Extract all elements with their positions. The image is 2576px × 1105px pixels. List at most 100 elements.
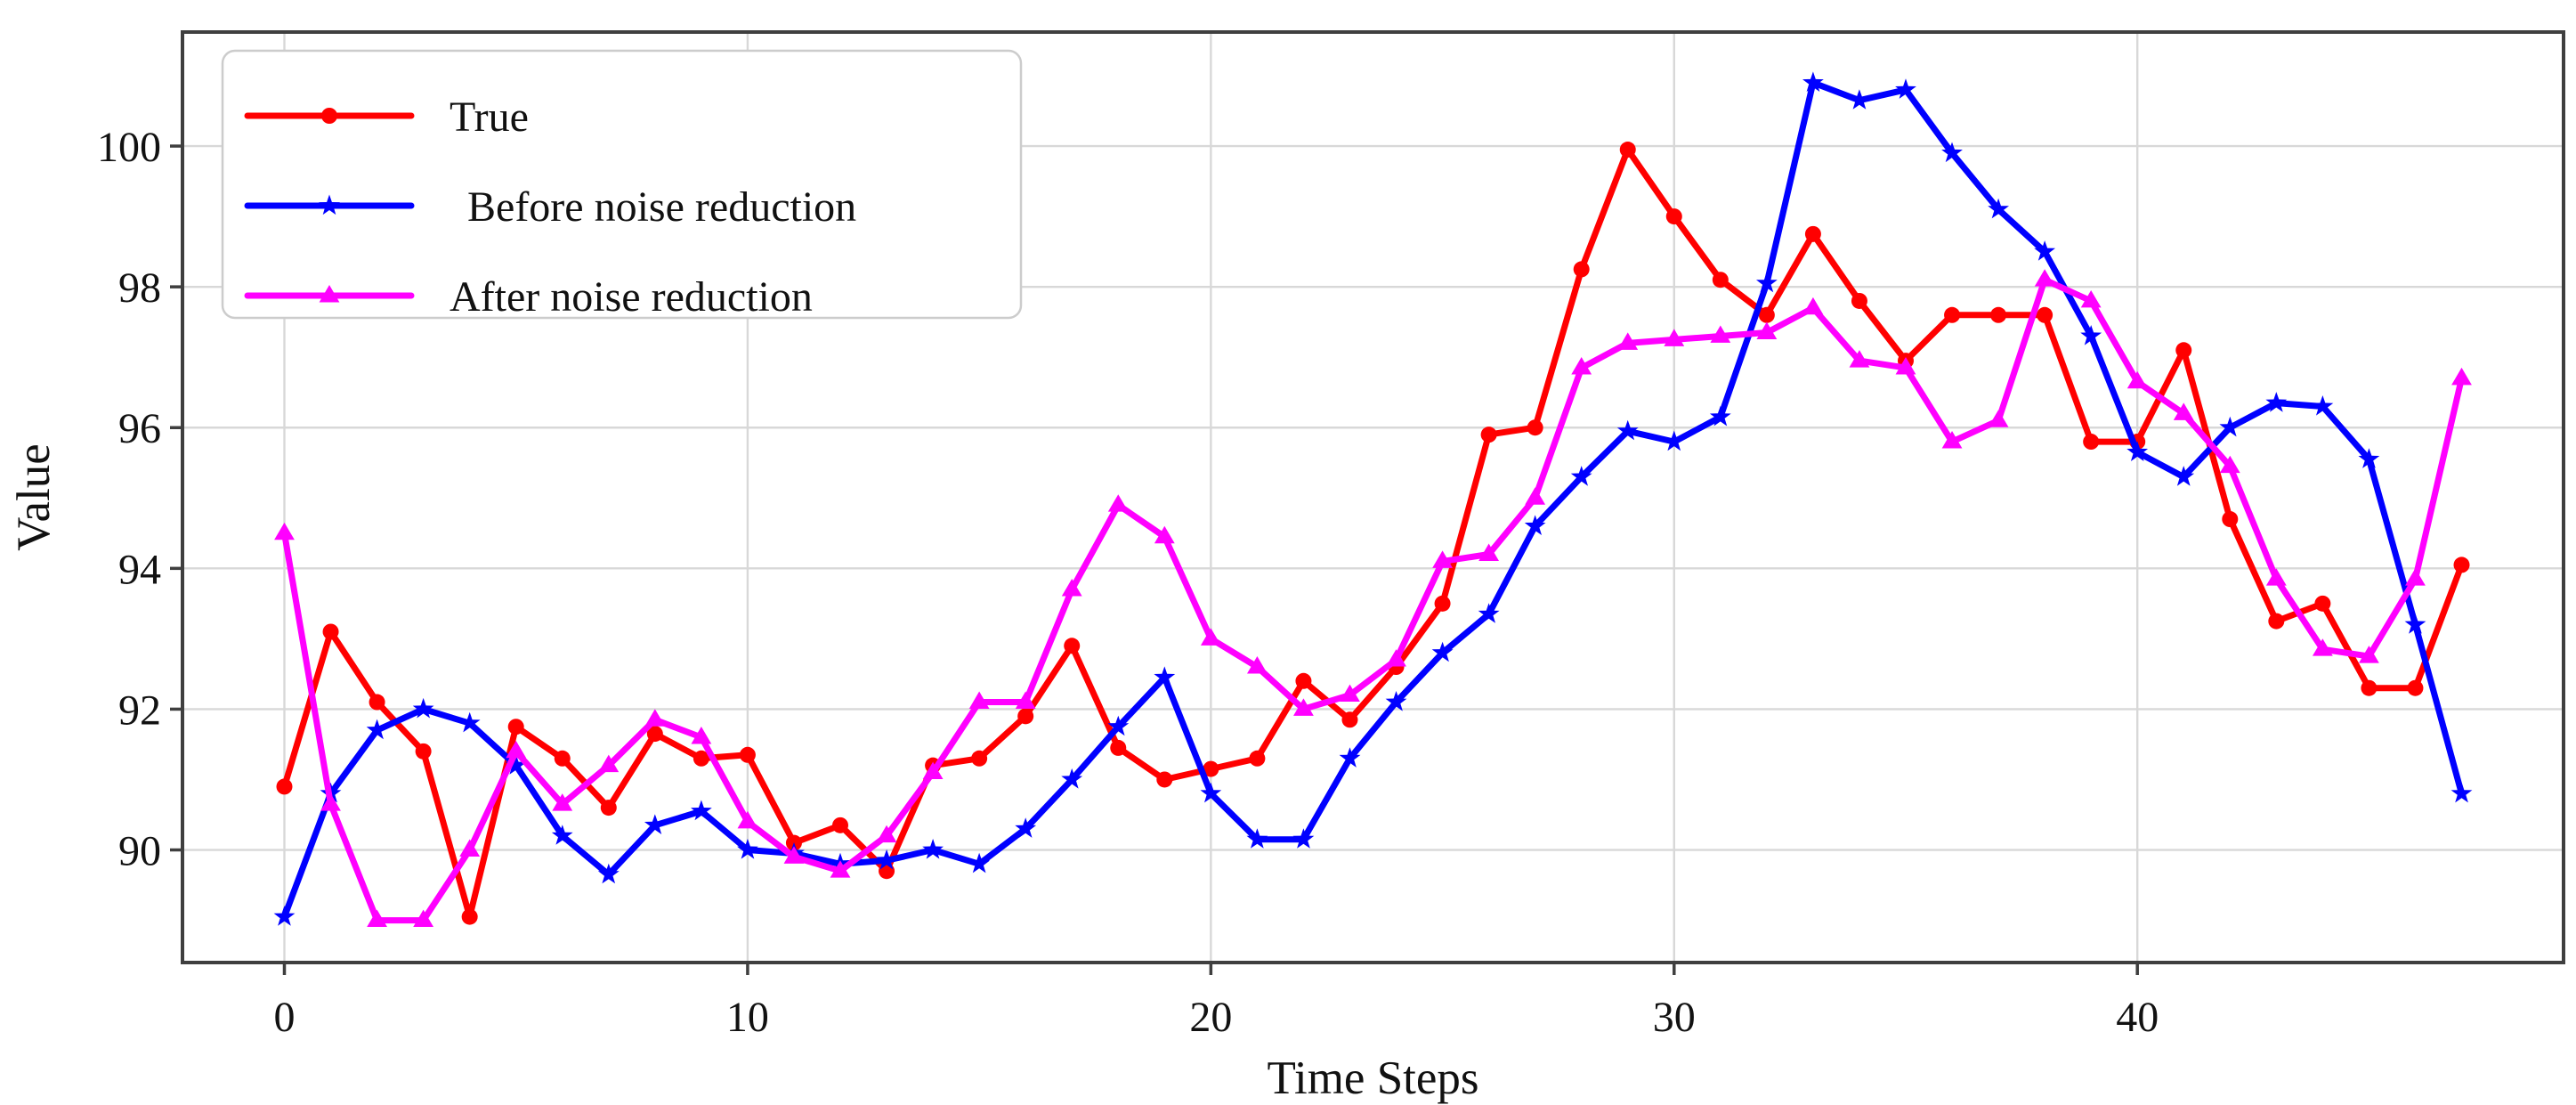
marker-triangle [2080,289,2102,308]
marker-star [1431,641,1454,662]
marker-triangle [691,727,712,744]
y-axis-label: Value [8,443,60,551]
marker-circle [739,746,756,763]
marker-triangle [1154,525,1175,544]
legend-entry-before-noise-reduction [244,194,415,215]
marker-circle [2361,679,2378,696]
marker-triangle [2126,370,2148,389]
marker-star [1570,466,1592,486]
marker-circle [276,778,293,795]
legend-label: True [450,93,529,141]
marker-star [1802,71,1824,92]
marker-triangle [1895,357,1916,375]
marker-triangle [413,909,434,928]
marker-circle [1480,427,1497,443]
marker-triangle [1617,332,1639,350]
marker-star [1756,272,1778,293]
marker-triangle [459,839,481,857]
x-tick-label: 40 [2116,994,2159,1041]
marker-star [1988,198,2009,219]
marker-triangle [1246,656,1268,674]
marker-circle [321,108,337,124]
marker-star [2312,395,2334,416]
marker-circle [2222,511,2239,528]
marker-circle [1758,306,1775,323]
legend [221,49,1023,320]
marker-star [691,800,712,821]
marker-star [1709,405,1731,427]
series-true [276,142,2470,925]
marker-triangle [1664,329,1685,346]
marker-star [2126,441,2149,461]
series-after-noise-reduction [274,269,2472,928]
marker-circle [1990,306,2007,323]
marker-circle [2037,306,2054,323]
marker-triangle [644,709,666,727]
marker-triangle [783,846,805,864]
marker-circle [1156,771,1173,788]
marker-circle [369,694,385,711]
marker-triangle [2265,568,2287,586]
legend-entry-true [244,108,415,124]
marker-star [737,839,758,859]
marker-triangle [876,825,897,843]
marker-circle [415,743,432,760]
marker-circle [1434,595,1451,612]
marker-circle [1665,208,1682,225]
marker-circle [693,750,709,767]
marker-triangle [320,793,341,811]
marker-triangle [1525,487,1546,505]
marker-star [2173,466,2195,486]
marker-circle [2175,342,2192,359]
marker-star [2080,325,2102,345]
marker-star [273,906,296,926]
legend-label: After noise reduction [450,273,813,321]
marker-triangle [506,740,527,759]
marker-circle [1851,292,1867,309]
marker-triangle [2173,402,2194,420]
marker-circle [1527,419,1543,436]
marker-triangle [2219,455,2240,474]
marker-circle [2083,434,2100,451]
y-tick-label: 94 [118,546,161,593]
y-tick-label: 96 [118,405,161,452]
marker-triangle [598,754,620,773]
x-tick-label: 10 [726,994,769,1041]
marker-star [1339,747,1361,768]
marker-star [412,697,434,719]
marker-triangle [2451,367,2472,386]
marker-triangle [1988,410,2009,427]
marker-circle [1064,638,1081,654]
marker-triangle [1941,431,1963,449]
marker-star [551,825,573,845]
marker-circle [879,863,895,880]
marker-circle [461,908,478,925]
legend-label: Before noise reduction [467,183,856,231]
marker-circle [1573,261,1590,278]
marker-star [1478,603,1500,623]
marker-star [1061,768,1083,789]
marker-triangle [1478,543,1500,561]
marker-circle [1619,142,1636,158]
marker-star [1616,419,1639,441]
marker-star [1107,715,1130,736]
axes-frame [181,30,2565,964]
marker-circle [2453,557,2470,573]
x-axis-label: Time Steps [1267,1052,1478,1104]
marker-circle [1804,225,1821,242]
marker-circle [1295,672,1312,689]
marker-triangle [1061,579,1082,597]
marker-triangle [1571,357,1592,375]
marker-circle [1249,750,1266,767]
marker-triangle [1802,297,1824,315]
marker-triangle [367,909,387,928]
y-tick-label: 98 [118,264,161,312]
marker-star [1292,828,1315,849]
marker-star [922,839,944,859]
legend-box [221,49,1023,320]
marker-circle [1944,306,1961,323]
marker-star [1015,817,1037,838]
marker-star [2404,613,2426,634]
